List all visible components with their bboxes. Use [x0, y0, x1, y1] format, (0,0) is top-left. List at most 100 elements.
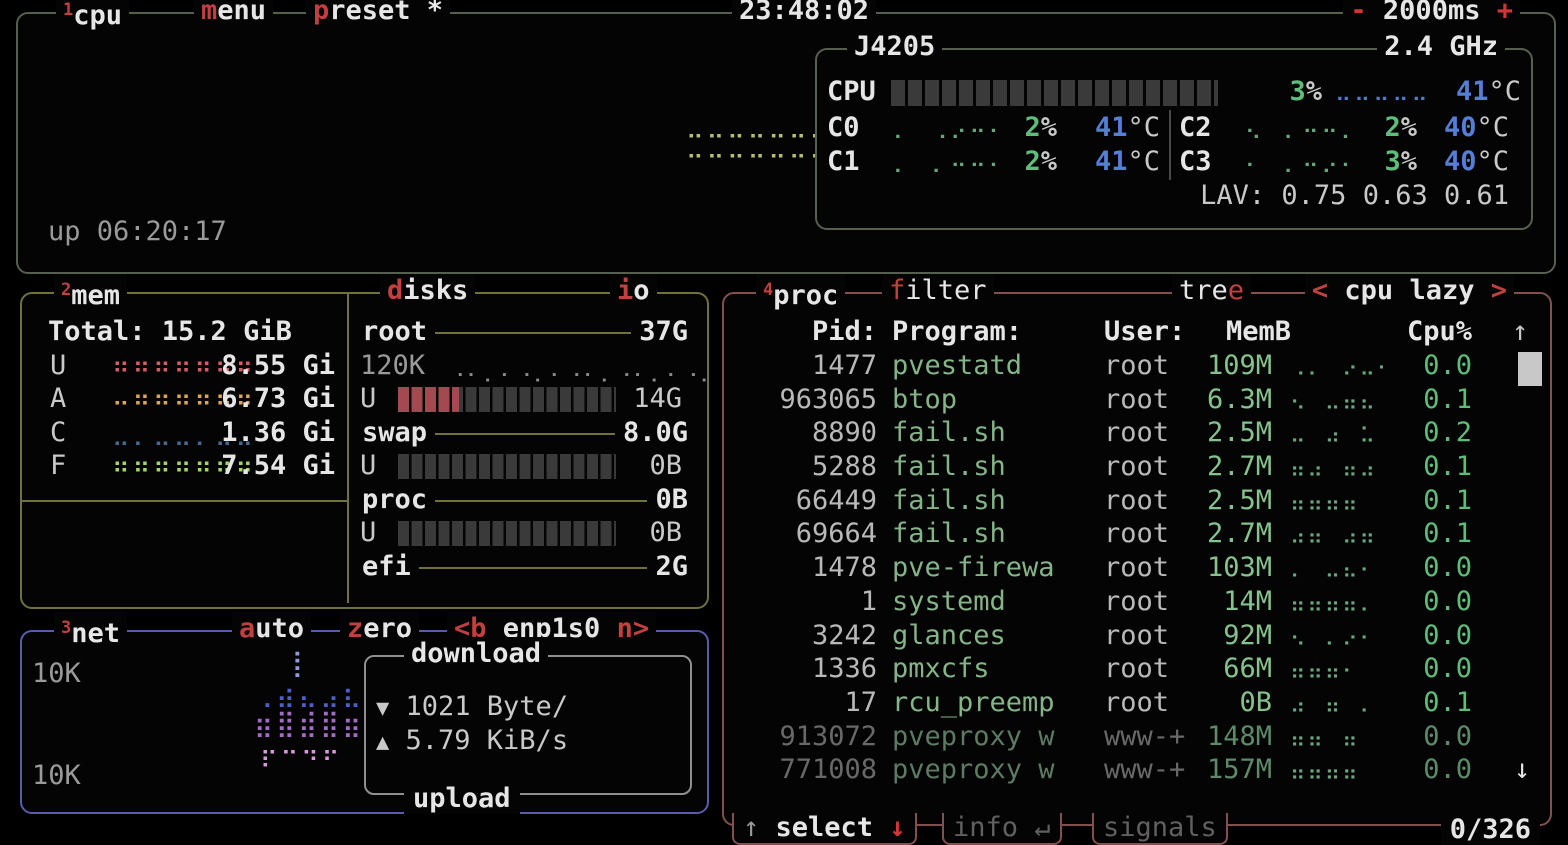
disk-proc-used: 0B: [649, 517, 682, 548]
interval-plus-button[interactable]: +: [1496, 0, 1513, 26]
net-next-button[interactable]: n>: [616, 613, 650, 644]
proc-pid: 5288: [811, 451, 877, 483]
proc-cpu-graph: ⠄⠀⠤⠦⠂: [1290, 559, 1377, 584]
proc-cpu-graph: ⠶⠶⠶⠶⠄: [1290, 592, 1377, 617]
proc-user: root: [1104, 619, 1170, 651]
proc-cpu-percent: 0.2: [1423, 417, 1472, 449]
proc-cpu-graph: ⠶⠶⠀⠶: [1290, 727, 1360, 752]
col-header-program: Program:: [892, 316, 1023, 347]
cpu-box-title[interactable]: 1cpu: [56, 0, 130, 32]
proc-row[interactable]: 8890 fail.sh root 2.5M ⠤⠀⠴⠀⠥ 0.2: [724, 417, 1520, 451]
disk-root-header: root 37G: [362, 316, 688, 347]
mem-used-letter: U: [50, 350, 67, 381]
scroll-down-icon[interactable]: ↓: [1514, 754, 1531, 785]
net-box-title[interactable]: 3net: [54, 612, 128, 650]
disk-root-meter: [398, 387, 616, 412]
disk-swap-used-letter: U: [360, 450, 377, 481]
proc-pid: 1: [860, 585, 877, 617]
sort-prev-button[interactable]: <: [1311, 275, 1329, 306]
proc-cpu-percent: 0.0: [1423, 585, 1472, 617]
proc-box: 4proc filter tree < cpu lazy > Pid: Prog…: [722, 274, 1552, 845]
proc-user: root: [1104, 383, 1170, 415]
net-auto-button[interactable]: auto: [232, 612, 312, 645]
proc-cpu-graph: ⠶⠶⠶⠶: [1290, 761, 1360, 786]
interval-minus-button[interactable]: -: [1350, 0, 1367, 26]
proc-cpu-percent: 0.1: [1423, 451, 1472, 483]
proc-program: pveproxy w: [892, 720, 1055, 752]
col-header-pid: Pid:: [811, 316, 877, 347]
proc-program: pveproxy w: [892, 754, 1055, 786]
proc-cpu-graph: ⠢⠀⠤⠶⠦: [1290, 390, 1377, 415]
disk-efi-header: efi 2G: [362, 551, 688, 582]
cpu-box: 1cpu menu preset * 23:48:02 - 2000ms + u…: [16, 0, 1556, 274]
proc-cpu-graph: ⠶⠴⠀⠶⠴: [1290, 458, 1377, 483]
proc-user: root: [1104, 585, 1170, 617]
disks-toggle[interactable]: disks: [380, 274, 476, 307]
scrollbar-thumb[interactable]: [1518, 352, 1542, 386]
proc-program: glances: [892, 619, 1006, 651]
proc-user: www-+: [1104, 720, 1186, 752]
cpu-box-hotkey: 1: [63, 0, 74, 20]
proc-row[interactable]: 69664 fail.sh root 2.7M ⠴⠶⠀⠴⠶ 0.1: [724, 518, 1520, 552]
proc-row[interactable]: 66449 fail.sh root 2.5M ⠶⠶⠶⠶ 0.1: [724, 485, 1520, 519]
proc-row[interactable]: 1477 pvestatd root 109M ⠠⠄⠀⠔⠤⠂ 0.0: [724, 350, 1520, 384]
disk-swap-header: swap 8.0G: [362, 417, 688, 448]
proc-row[interactable]: 1 systemd root 14M ⠶⠶⠶⠶⠄ 0.0: [724, 586, 1520, 620]
disk-root-io-rate: 120K: [360, 350, 426, 381]
proc-row[interactable]: 5288 fail.sh root 2.7M ⠶⠴⠀⠶⠴ 0.1: [724, 451, 1520, 485]
disk-root-used-letter: U: [360, 383, 377, 414]
mem-free-letter: F: [50, 450, 67, 481]
sort-next-button[interactable]: >: [1490, 275, 1507, 306]
signals-button[interactable]: signals: [1092, 813, 1228, 845]
filter-button[interactable]: filter: [882, 274, 994, 307]
proc-mem: 6.3M: [1206, 383, 1272, 415]
proc-mem: 2.5M: [1206, 484, 1272, 516]
proc-box-title[interactable]: 4proc: [756, 274, 846, 312]
core-percent: 2%: [1024, 112, 1057, 143]
sort-mode: cpu lazy: [1344, 275, 1475, 306]
col-header-mem: MemB: [1226, 316, 1292, 347]
proc-row[interactable]: 1478 pve-firewa root 103M ⠄⠀⠤⠦⠂ 0.0: [724, 552, 1520, 586]
proc-pid: 771008: [779, 754, 877, 786]
proc-row[interactable]: 3242 glances root 92M ⠢⠀⠄⠔⠂ 0.0: [724, 620, 1520, 654]
proc-pid: 66449: [795, 484, 877, 516]
select-button[interactable]: ↑ select ↓: [732, 813, 917, 845]
disk-swap-meter: [398, 454, 616, 479]
proc-mem: 2.7M: [1206, 451, 1272, 483]
proc-program: pmxcfs: [892, 653, 990, 685]
io-toggle[interactable]: io: [610, 274, 657, 307]
mem-box-title[interactable]: 2mem: [54, 274, 128, 312]
mem-disks-divider: [347, 294, 349, 603]
proc-user: root: [1104, 552, 1170, 584]
uptime: up 06:20:17: [48, 216, 227, 247]
proc-row[interactable]: 963065 btop root 6.3M ⠢⠀⠤⠶⠦ 0.1: [724, 384, 1520, 418]
load-average: LAV: 0.75 0.63 0.61: [1200, 180, 1509, 211]
proc-cpu-percent: 0.1: [1423, 686, 1472, 718]
core-label: C3: [1179, 146, 1212, 177]
proc-row[interactable]: 913072 pveproxy w www-+ 148M ⠶⠶⠀⠶ 0.0: [724, 721, 1520, 755]
proc-row[interactable]: 771008 pveproxy w www-+ 157M ⠶⠶⠶⠶ 0.0: [724, 754, 1520, 788]
core-label: C0: [827, 112, 860, 143]
proc-user: root: [1104, 484, 1170, 516]
proc-row[interactable]: 1336 pmxcfs root 66M ⠶⠶⠶⠂ 0.0: [724, 653, 1520, 687]
tree-button[interactable]: tree: [1172, 274, 1252, 307]
proc-user: root: [1104, 350, 1170, 381]
proc-row[interactable]: 17 rcu_preemp root 0B ⠴⠀⠶⠀⠄ 0.1: [724, 687, 1520, 721]
info-button[interactable]: info ↵: [942, 813, 1062, 845]
proc-pid: 1477: [811, 350, 877, 381]
col-header-cpu: Cpu%: [1406, 316, 1472, 347]
proc-user: root: [1104, 518, 1170, 550]
mem-box-hotkey: 2: [61, 280, 72, 300]
disk-proc-meter: [398, 521, 616, 546]
scroll-up-icon[interactable]: ↑: [1512, 316, 1529, 347]
core-label: C2: [1179, 112, 1212, 143]
proc-program: pvestatd: [892, 350, 1023, 381]
menu-button[interactable]: menu: [194, 0, 274, 27]
proc-user: root: [1104, 451, 1170, 483]
cpu-frequency: 2.4 GHz: [1377, 30, 1505, 63]
proc-pid: 1478: [811, 552, 877, 584]
cpu-core-box: J4205 2.4 GHz CPU 3% ⠒⠒⠒⠒⠒ 41°C C0 ⠄⠀⠠⠔⠒…: [815, 30, 1533, 230]
preset-button[interactable]: preset *: [306, 0, 451, 27]
upload-label: upload: [404, 784, 520, 814]
proc-program: rcu_preemp: [892, 686, 1055, 718]
